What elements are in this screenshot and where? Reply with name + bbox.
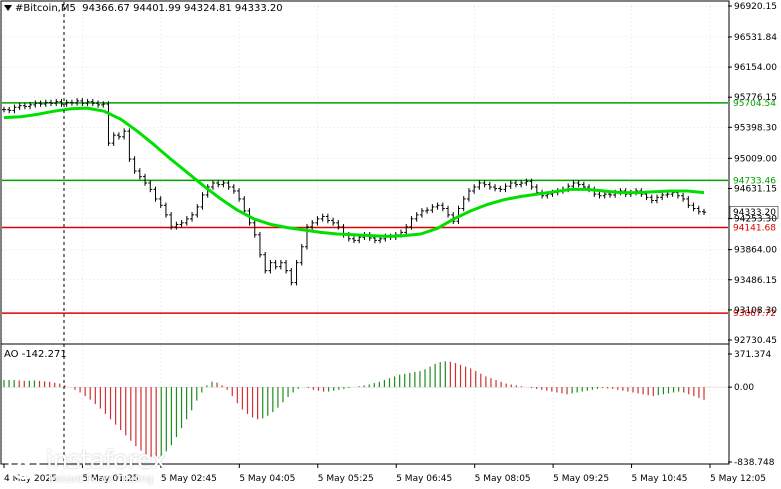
price-tick-label: 94253.30 bbox=[734, 215, 777, 225]
moving-average bbox=[3, 106, 705, 238]
price-tick-label: 95776.15 bbox=[734, 93, 777, 103]
price-tick-label: 93864.00 bbox=[734, 246, 777, 256]
instaforex-logo: instaforex Instant Forex Trading bbox=[6, 444, 181, 485]
price-tick-label: 93108.30 bbox=[734, 306, 777, 316]
price-level-tag bbox=[730, 174, 778, 187]
time-tick-label: 5 May 05:25 bbox=[318, 474, 374, 484]
current-price-tag bbox=[729, 205, 779, 219]
price-level-label: 94141.68 bbox=[733, 223, 776, 233]
price-tick-label: 96531.84 bbox=[734, 33, 777, 43]
logo-tagline: Instant Forex Trading bbox=[48, 474, 154, 485]
axis-ticks: 96920.15 96531.84 96154.00 95776.15 95398.30… bbox=[728, 2, 777, 468]
price-tick-label: 96920.15 bbox=[734, 2, 777, 12]
dropdown-arrow-icon bbox=[4, 5, 12, 11]
price-level-label: 94733.46 bbox=[733, 176, 776, 186]
time-axis: 4 May 2025 5 May 01:25 5 May 02:45 5 May 04… bbox=[3, 464, 766, 484]
price-tick-label: 92730.45 bbox=[734, 336, 777, 346]
ao-indicator-label: AO -142.271 bbox=[4, 349, 67, 360]
ao-tick-label: 371.374 bbox=[734, 350, 771, 360]
low-value: 94324.81 bbox=[184, 3, 232, 14]
ao-tick-label: -838.748 bbox=[734, 458, 775, 468]
close-value: 94333.20 bbox=[234, 3, 283, 14]
levels: 95704.54 94733.46 94141.68 93067.72 94333.20 bbox=[2, 96, 779, 320]
symbol-label: #Bitcoin,M5 bbox=[15, 3, 76, 14]
current-price-label: 94333.20 bbox=[733, 208, 776, 218]
time-tick-label: 5 May 06:45 bbox=[396, 474, 452, 484]
high-value: 94401.99 bbox=[133, 3, 181, 14]
price-level-tag bbox=[730, 307, 778, 320]
instaforex-logo-icon bbox=[8, 448, 40, 480]
time-tick-label: 5 May 09:25 bbox=[553, 474, 609, 484]
time-tick-label: 5 May 12:05 bbox=[710, 474, 766, 484]
time-tick-label: 5 May 10:45 bbox=[632, 474, 688, 484]
price-level-tag bbox=[730, 221, 778, 234]
price-tick-label: 94631.15 bbox=[734, 184, 777, 194]
price-tick-label: 95398.30 bbox=[734, 123, 777, 133]
price-tick-label: 93486.15 bbox=[734, 276, 777, 286]
price-tick-label: 96154.00 bbox=[734, 63, 777, 73]
time-tick-label: 5 May 01:25 bbox=[82, 474, 138, 484]
ao-tick-label: 0.00 bbox=[734, 383, 754, 393]
open-value: 94366.67 bbox=[82, 3, 130, 14]
ao-panel-border bbox=[0, 343, 730, 465]
logo-name: instaforex bbox=[46, 445, 166, 474]
price-level-tag bbox=[730, 96, 778, 109]
price-level-label: 93067.72 bbox=[733, 309, 776, 319]
main-panel-border bbox=[0, 0, 730, 345]
moving-average-line bbox=[3, 106, 705, 238]
chart-header: #Bitcoin,M5 94366.67 94401.99 94324.81 9… bbox=[4, 3, 283, 14]
price-tick-label: 95009.00 bbox=[734, 154, 777, 164]
ao-histogram bbox=[2, 361, 728, 459]
price-level-label: 95704.54 bbox=[733, 99, 776, 109]
time-tick-label: 5 May 02:45 bbox=[161, 474, 217, 484]
time-tick-label: 5 May 04:05 bbox=[239, 474, 295, 484]
time-tick-label: 5 May 08:05 bbox=[475, 474, 531, 484]
time-tick-label: 4 May 2025 bbox=[4, 474, 57, 484]
